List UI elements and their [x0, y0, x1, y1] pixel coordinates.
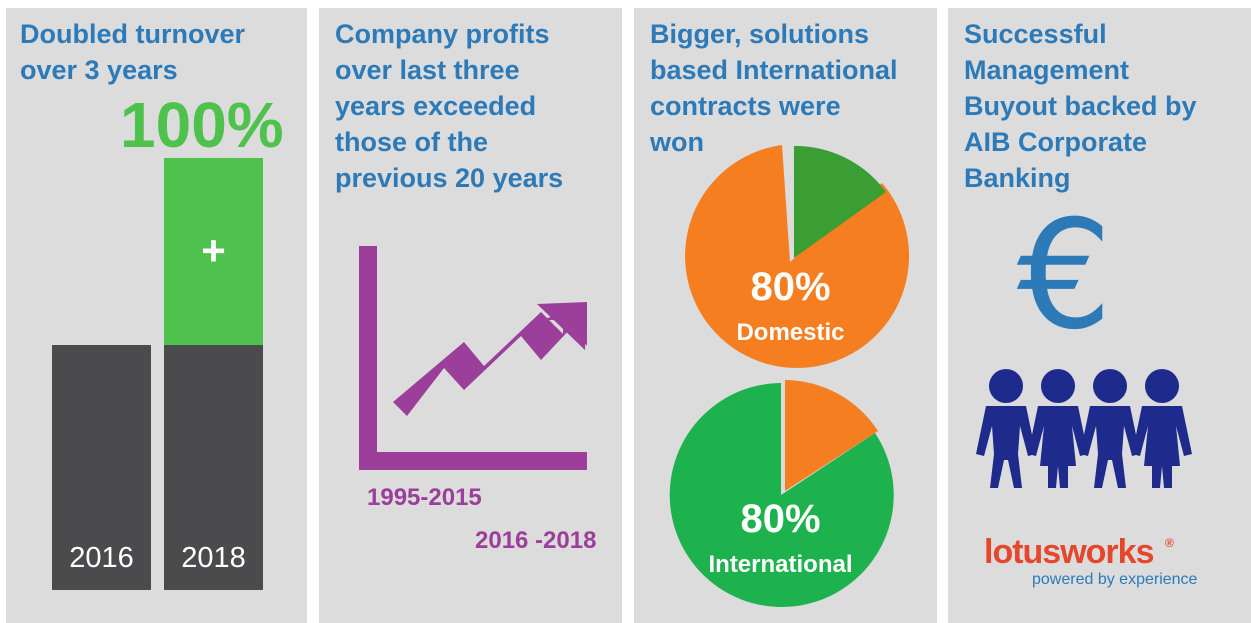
- people-icon: [948, 8, 1251, 623]
- international-label: International: [629, 550, 932, 580]
- turnover-percent: 100%: [120, 88, 284, 162]
- domestic-label: Domestic: [639, 318, 942, 348]
- contracts-panel: Bigger, solutions based International co…: [634, 8, 937, 623]
- turnover-title: Doubled turnover over 3 years: [20, 16, 301, 88]
- bar-label-2016: 2016: [52, 538, 151, 578]
- range-2016-2018: 2016 -2018: [475, 526, 596, 556]
- plus-icon: +: [164, 226, 263, 276]
- range-1995-2015: 1995-2015: [367, 483, 482, 513]
- lotusworks-logo: lotusworks: [984, 533, 1153, 571]
- turnover-panel: Doubled turnover over 3 years 100% + 201…: [6, 8, 307, 623]
- buyout-panel: Successful Management Buyout backed by A…: [948, 8, 1251, 623]
- bar-label-2018: 2018: [164, 538, 263, 578]
- logo-tagline: powered by experience: [1032, 570, 1197, 590]
- international-percent: 80%: [629, 496, 932, 542]
- domestic-percent: 80%: [639, 264, 942, 310]
- profits-panel: Company profits over last three years ex…: [319, 8, 622, 623]
- registered-mark: ®: [1165, 536, 1174, 550]
